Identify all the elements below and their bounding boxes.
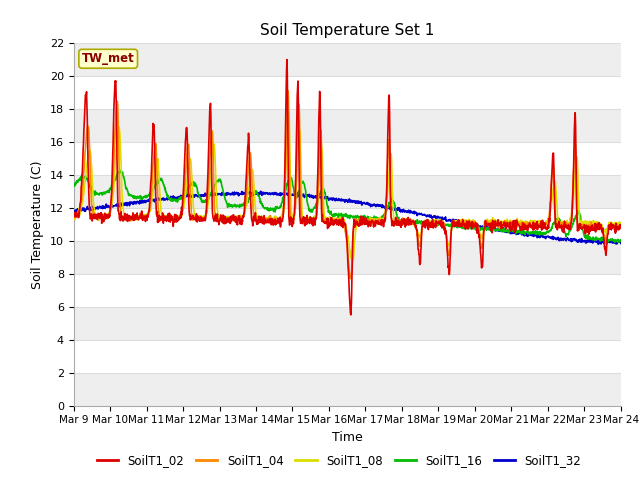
SoilT1_16 xyxy=(70,183,77,189)
SoilT1_04 xyxy=(617,223,625,229)
Title: Soil Temperature Set 1: Soil Temperature Set 1 xyxy=(260,23,435,38)
SoilT1_08 xyxy=(617,221,625,227)
SoilT1_04 xyxy=(253,216,260,221)
SoilT1_04 xyxy=(70,212,77,218)
SoilT1_32 xyxy=(253,191,260,197)
SoilT1_32 xyxy=(433,216,440,222)
SoilT1_16 xyxy=(179,194,186,200)
SoilT1_16 xyxy=(116,168,124,173)
SoilT1_04 xyxy=(504,219,512,225)
SoilT1_16 xyxy=(611,239,619,245)
Text: TW_met: TW_met xyxy=(82,52,134,65)
SoilT1_16 xyxy=(617,237,625,243)
SoilT1_02 xyxy=(504,223,512,228)
Legend: SoilT1_02, SoilT1_04, SoilT1_08, SoilT1_16, SoilT1_32: SoilT1_02, SoilT1_04, SoilT1_08, SoilT1_… xyxy=(92,449,586,472)
SoilT1_32 xyxy=(257,188,264,194)
SoilT1_32 xyxy=(178,194,186,200)
SoilT1_04 xyxy=(553,222,561,228)
SoilT1_32 xyxy=(70,208,77,214)
SoilT1_16 xyxy=(504,227,512,232)
SoilT1_08 xyxy=(553,197,561,203)
SoilT1_32 xyxy=(595,241,602,247)
SoilT1_04 xyxy=(178,208,186,214)
Line: SoilT1_04: SoilT1_04 xyxy=(74,91,621,278)
SoilT1_02 xyxy=(191,216,199,222)
SoilT1_08 xyxy=(253,215,260,221)
SoilT1_08 xyxy=(285,109,292,115)
SoilT1_04 xyxy=(191,213,199,219)
SoilT1_32 xyxy=(552,235,560,241)
SoilT1_08 xyxy=(178,213,186,219)
SoilT1_16 xyxy=(552,216,560,222)
SoilT1_04 xyxy=(433,222,440,228)
SoilT1_08 xyxy=(348,258,356,264)
Bar xyxy=(74,43,621,76)
SoilT1_02 xyxy=(617,224,625,229)
Bar xyxy=(74,241,621,274)
SoilT1_16 xyxy=(433,222,440,228)
SoilT1_02 xyxy=(553,221,561,227)
SoilT1_02 xyxy=(433,219,440,225)
SoilT1_08 xyxy=(70,216,77,222)
Line: SoilT1_02: SoilT1_02 xyxy=(74,60,621,315)
Y-axis label: Soil Temperature (C): Soil Temperature (C) xyxy=(31,160,44,288)
Line: SoilT1_32: SoilT1_32 xyxy=(74,191,621,244)
Bar xyxy=(74,175,621,208)
SoilT1_08 xyxy=(191,214,199,219)
SoilT1_04 xyxy=(284,88,292,94)
SoilT1_02 xyxy=(178,212,186,217)
Bar xyxy=(74,372,621,406)
SoilT1_32 xyxy=(504,228,512,234)
SoilT1_32 xyxy=(617,240,625,246)
SoilT1_04 xyxy=(347,276,355,281)
SoilT1_32 xyxy=(191,192,199,197)
SoilT1_08 xyxy=(433,219,440,225)
SoilT1_08 xyxy=(504,218,512,224)
SoilT1_02 xyxy=(253,220,260,226)
SoilT1_16 xyxy=(192,182,200,188)
Line: SoilT1_08: SoilT1_08 xyxy=(74,112,621,261)
Bar xyxy=(74,109,621,142)
SoilT1_16 xyxy=(253,191,260,196)
SoilT1_02 xyxy=(70,212,77,218)
X-axis label: Time: Time xyxy=(332,431,363,444)
Line: SoilT1_16: SoilT1_16 xyxy=(74,170,621,242)
SoilT1_02 xyxy=(283,57,291,62)
SoilT1_02 xyxy=(347,312,355,318)
Bar xyxy=(74,307,621,340)
